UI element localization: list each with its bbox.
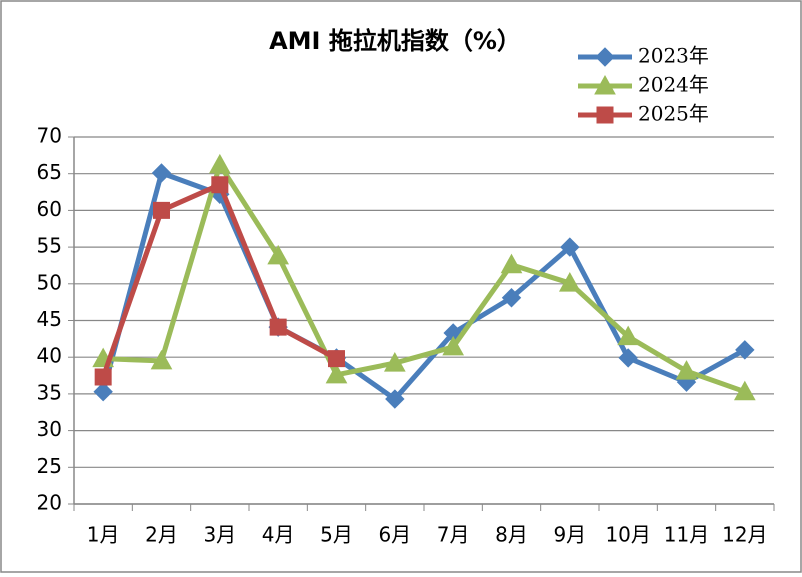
marker — [617, 325, 640, 346]
y-tick-label: 30 — [37, 417, 62, 441]
marker — [328, 350, 345, 368]
y-tick-label: 70 — [37, 124, 62, 148]
marker — [558, 272, 581, 292]
x-tick-label: 4月 — [262, 523, 295, 547]
y-tick-label: 25 — [37, 454, 62, 478]
x-tick-label: 9月 — [553, 523, 586, 547]
legend-marker — [594, 74, 616, 95]
x-tick-label: 5月 — [320, 523, 353, 547]
marker — [94, 368, 112, 386]
legend-label: 2025年 — [638, 102, 709, 126]
x-tick-label: 7月 — [437, 523, 470, 547]
chart-title: AMI 拖拉机指数（%） — [269, 27, 521, 55]
y-tick-label: 60 — [37, 197, 62, 221]
y-tick-label: 35 — [37, 380, 62, 404]
legend-marker — [596, 106, 614, 124]
marker — [153, 201, 170, 219]
y-tick-label: 20 — [37, 491, 62, 515]
marker — [150, 349, 173, 370]
x-tick-label: 3月 — [203, 523, 236, 547]
marker — [618, 348, 638, 368]
marker — [675, 360, 698, 380]
x-tick-label: 1月 — [87, 523, 120, 547]
legend-label: 2023年 — [638, 44, 709, 68]
x-tick-label: 6月 — [378, 523, 411, 547]
marker — [735, 340, 755, 360]
y-tick-label: 55 — [37, 234, 62, 258]
marker — [325, 363, 348, 384]
x-tick-label: 2月 — [145, 523, 178, 547]
marker — [500, 253, 523, 274]
legend-label: 2024年 — [638, 73, 709, 97]
marker — [208, 153, 231, 174]
y-tick-label: 45 — [37, 307, 62, 331]
legend-marker — [595, 47, 615, 67]
x-tick-label: 11月 — [664, 523, 709, 547]
x-tick-label: 8月 — [495, 523, 528, 547]
marker — [385, 389, 405, 409]
series-line — [103, 162, 746, 395]
x-tick-label: 10月 — [605, 523, 650, 547]
y-tick-label: 50 — [37, 270, 62, 294]
x-tick-label: 12月 — [722, 523, 767, 547]
marker — [93, 381, 113, 402]
marker — [267, 244, 290, 265]
y-tick-label: 65 — [37, 160, 62, 184]
marker — [151, 163, 172, 183]
marker — [383, 352, 406, 372]
marker — [560, 237, 580, 257]
marker — [269, 318, 287, 336]
marker — [442, 335, 465, 356]
marker — [501, 288, 522, 308]
marker — [733, 380, 756, 401]
marker — [211, 176, 229, 194]
y-tick-label: 40 — [37, 344, 62, 368]
